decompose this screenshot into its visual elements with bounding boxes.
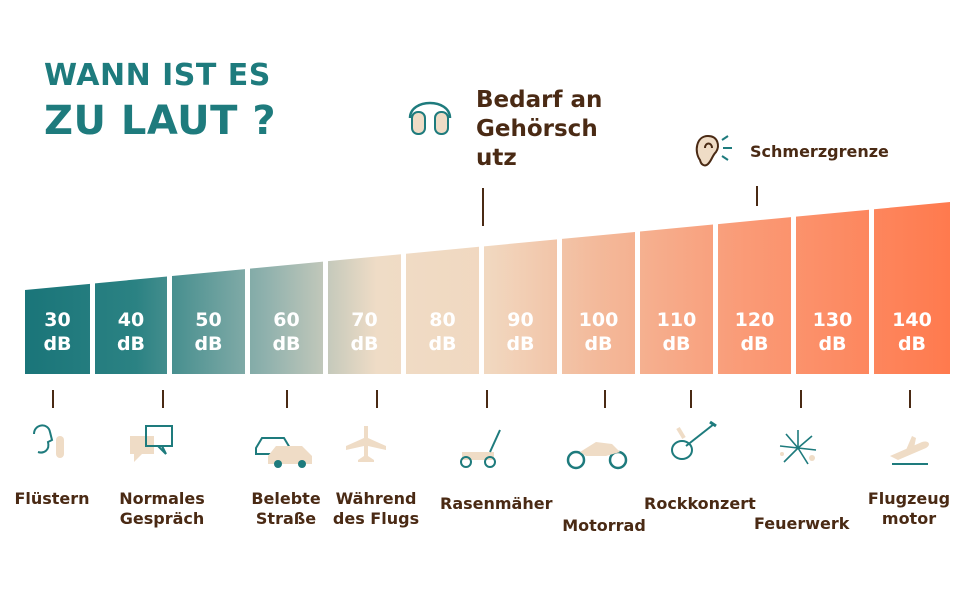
level-bar-40 [95,276,167,374]
level-bar-100 [562,231,635,374]
title-line-1: WANN IST ES [44,58,271,93]
noise-source-label: Motorrad [562,516,646,535]
level-bar-label: 90 dB [491,308,551,356]
level-bar-label: 140 dB [882,308,942,356]
level-unit: dB [506,333,535,355]
level-marker-60 [286,390,288,408]
level-marker-110 [690,390,692,408]
level-marker-70 [376,390,378,408]
level-bar-50 [172,269,245,374]
title-line-2: ZU LAUT ? [44,98,277,144]
level-bar-label: 50 dB [179,308,239,356]
pain-threshold-marker [756,186,758,206]
level-unit: dB [897,333,927,355]
guitar-icon [671,420,717,460]
cars-icon [255,437,312,468]
level-bar-label: 120 dB [725,308,785,356]
level-bar-label: 40 dB [101,308,161,356]
level-unit: dB [350,333,379,355]
lawnmower-icon [460,429,501,468]
level-unit: dB [272,333,301,355]
plane-takeoff-icon [890,436,929,465]
level-bar-label: 80 dB [413,308,473,356]
level-bar-130 [796,209,869,374]
level-value: 100 [578,309,619,331]
level-marker-120 [800,390,802,408]
level-unit: dB [818,333,847,355]
level-bar-120 [718,217,791,374]
ear-pain-icon [695,134,732,167]
whisper-icon [33,424,64,458]
level-unit: dB [662,333,691,355]
level-value: 80 [429,309,456,331]
fireworks-icon [779,430,817,465]
pain-threshold-label: Schmerzgrenze [750,142,889,161]
level-bar-label: 60 dB [257,308,317,356]
level-bar-60 [250,261,323,374]
hearing-protection-marker [482,188,484,226]
level-bar-80 [406,246,479,374]
level-unit: dB [116,333,146,355]
level-value: 60 [273,309,300,331]
level-unit: dB [43,333,72,355]
noise-source-label: Flugzeug motor [867,489,951,528]
motorcycle-icon [566,442,628,470]
hearing-protection-label: Bedarf an Gehörsch utz [476,87,603,171]
level-value: 130 [812,309,853,331]
level-bar-70 [328,254,401,374]
level-bar-30 [25,283,90,374]
level-value: 50 [195,309,222,331]
noise-source-label: Rasenmäher [440,494,553,513]
level-value: 70 [351,309,378,331]
noise-source-label: Während des Flugs [332,489,420,528]
level-bar-label: 70 dB [335,308,395,356]
level-marker-90 [486,390,488,408]
level-bar-110 [640,224,713,374]
headphones-icon [408,101,452,135]
level-value: 30 [44,309,71,331]
level-unit: dB [584,333,613,355]
noise-source-label: Rockkonzert [644,494,756,513]
level-marker-40 [162,390,164,408]
level-bar-90 [484,239,557,374]
level-value: 120 [734,309,775,331]
level-bar-label: 100 dB [569,308,629,356]
level-marker-100 [604,390,606,408]
level-bar-label: 130 dB [803,308,863,356]
level-value: 40 [117,309,145,331]
level-value: 90 [507,309,534,331]
level-marker-140 [909,390,911,408]
level-value: 110 [656,309,697,331]
noise-source-label: Normales Gespräch [119,489,205,528]
level-bar-label: 110 dB [647,308,707,356]
level-unit: dB [194,333,223,355]
level-bar-label: 30 dB [28,308,88,356]
airplane-icon [346,426,386,462]
level-marker-30 [52,390,54,408]
level-unit: dB [428,333,457,355]
level-value: 140 [892,309,932,331]
level-unit: dB [740,333,769,355]
noise-source-label: Feuerwerk [754,514,850,533]
speech-bubbles-icon [130,425,173,462]
noise-source-label: Belebte Straße [251,489,321,528]
level-bar-140 [874,202,950,374]
noise-source-label: Flüstern [14,489,90,508]
